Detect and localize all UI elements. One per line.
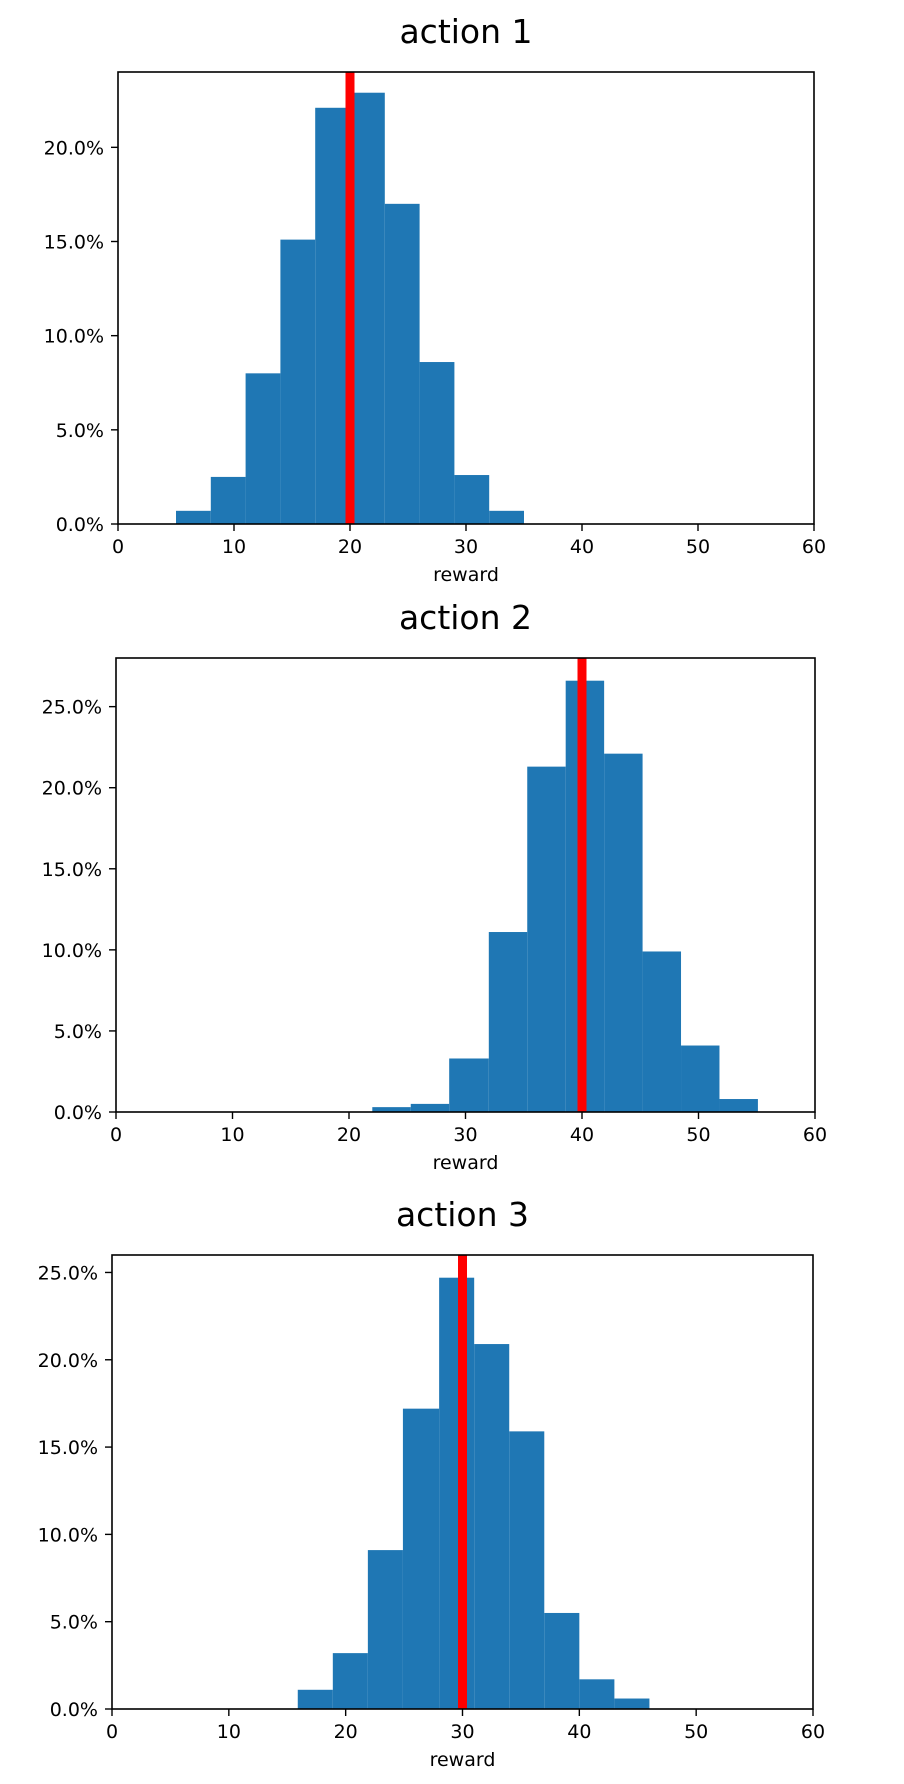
y-tick-label: 5.0% (56, 420, 104, 442)
y-tick-label: 15.0% (44, 232, 104, 254)
x-axis-label: reward (433, 564, 499, 586)
x-tick-label: 20 (337, 1124, 361, 1146)
histogram-bar (614, 1698, 650, 1709)
x-tick-label: 10 (220, 1124, 244, 1146)
y-tick-label: 10.0% (38, 1524, 98, 1546)
chart-panel-1: 0 10 20 30 40 50 60 0.0% 5.0% 10.0% 15.0% 20.0% acti… (44, 12, 826, 586)
histogram-bar (509, 1431, 545, 1709)
histogram-bar (367, 1550, 403, 1709)
histogram-bar (245, 373, 281, 524)
y-tick-label: 10.0% (44, 326, 104, 348)
histogram-bar (544, 1612, 580, 1709)
y-tick-label: 0.0% (56, 514, 104, 536)
y-tick-label: 5.0% (50, 1612, 98, 1634)
chart-title: action 1 (399, 12, 532, 51)
x-tick-label: 20 (334, 1721, 358, 1743)
histogram-bar (454, 475, 490, 524)
chart-title: action 3 (396, 1195, 529, 1234)
histogram-bar (604, 753, 643, 1112)
histogram-bar (439, 1277, 475, 1709)
histogram-bar (681, 1045, 720, 1112)
x-tick-label: 0 (110, 1124, 122, 1146)
histogram-bar (579, 1679, 615, 1709)
histogram-bar (488, 932, 528, 1112)
y-tick-label: 15.0% (42, 859, 102, 881)
y-tick-label: 20.0% (44, 137, 104, 159)
axes-frame (117, 71, 815, 525)
histogram-bar (176, 510, 211, 524)
y-tick-label: 25.0% (42, 697, 102, 719)
x-tick-label: 20 (338, 536, 362, 558)
x-axis-label: reward (433, 1152, 499, 1174)
x-tick-label: 0 (106, 1721, 118, 1743)
histogram-bar (410, 1103, 450, 1112)
histogram-bar (489, 510, 524, 524)
histogram-bar (350, 92, 385, 524)
histogram-bar (280, 239, 316, 524)
x-tick-label: 50 (686, 1124, 710, 1146)
x-tick-label: 0 (112, 536, 124, 558)
x-tick-label: 10 (217, 1721, 241, 1743)
histogram-bar (210, 476, 246, 524)
chart-title: action 2 (399, 598, 532, 637)
y-tick-label: 10.0% (42, 940, 102, 962)
y-tick-label: 25.0% (38, 1262, 98, 1284)
x-tick-label: 40 (570, 536, 594, 558)
x-tick-label: 30 (453, 1124, 477, 1146)
x-tick-label: 50 (686, 536, 710, 558)
x-tick-label: 30 (454, 536, 478, 558)
histogram-bar (372, 1107, 411, 1112)
x-tick-label: 10 (222, 536, 246, 558)
x-tick-label: 60 (803, 1124, 827, 1146)
y-tick-label: 20.0% (42, 778, 102, 800)
histogram-bar (474, 1344, 510, 1709)
histogram-bar (402, 1408, 440, 1709)
x-tick-label: 60 (802, 536, 826, 558)
chart-panel-3: 0 10 20 30 40 50 60 0.0% 5.0% 10.0% 15.0% 20.0% 25.0… (38, 1195, 825, 1771)
x-tick-label: 60 (801, 1721, 825, 1743)
y-tick-label: 20.0% (38, 1350, 98, 1372)
histogram-bar (419, 362, 455, 524)
histogram-bar (642, 951, 682, 1112)
histogram-bar (719, 1099, 758, 1112)
y-tick-label: 5.0% (54, 1021, 102, 1043)
axes-frame (115, 657, 816, 1113)
histogram-bar (527, 766, 566, 1112)
x-tick-label: 50 (684, 1721, 708, 1743)
y-tick-label: 15.0% (38, 1437, 98, 1459)
histogram-bar (315, 107, 350, 525)
y-tick-label: 0.0% (54, 1102, 102, 1124)
y-tick-label: 0.0% (50, 1699, 98, 1721)
histogram-bar (297, 1689, 333, 1709)
x-tick-label: 40 (570, 1124, 594, 1146)
x-tick-label: 40 (567, 1721, 591, 1743)
histogram-bar (384, 203, 420, 525)
x-axis-label: reward (430, 1749, 496, 1771)
chart-panel-2: 0 10 20 30 40 50 60 0.0% 5.0% 10.0% 15.0% 20.0% 25.0… (42, 598, 827, 1174)
histogram-bar (332, 1653, 368, 1709)
x-tick-label: 30 (450, 1721, 474, 1743)
histogram-bar (449, 1058, 489, 1112)
